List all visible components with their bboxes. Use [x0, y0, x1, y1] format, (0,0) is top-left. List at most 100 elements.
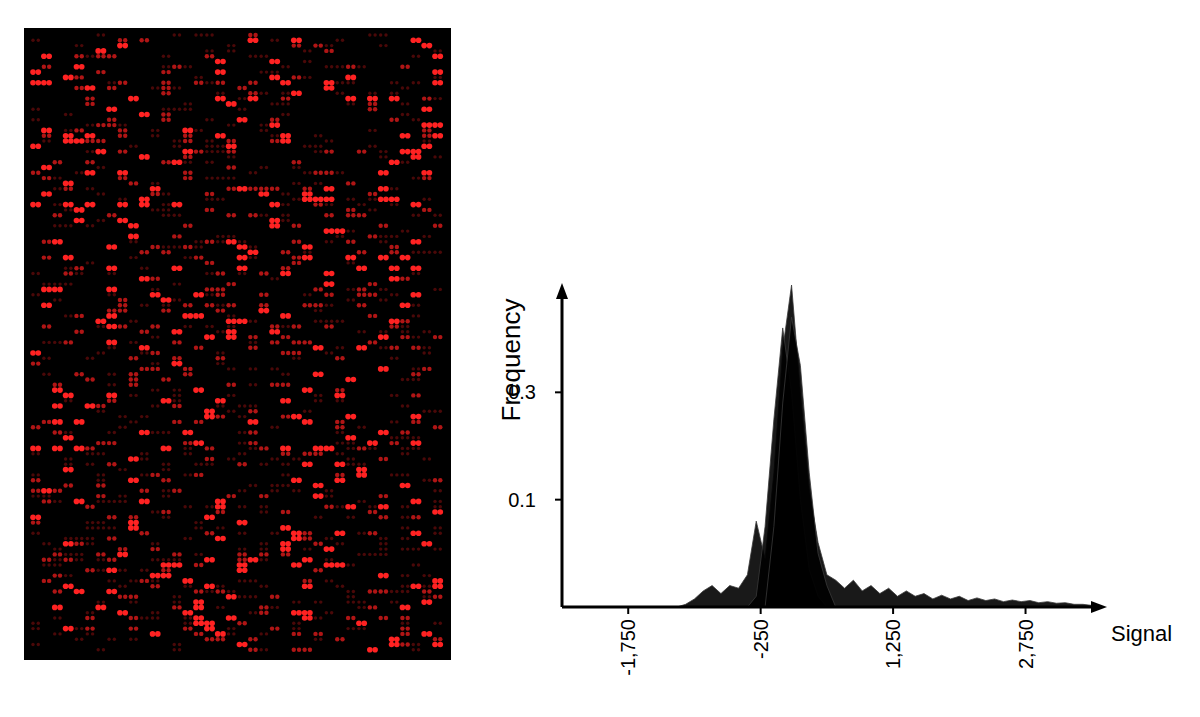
figure: -1,750-2501,2502,7500.10.3SignalFrequenc… — [0, 0, 1200, 717]
spot — [303, 49, 306, 52]
spot — [95, 149, 101, 155]
spot — [53, 282, 56, 285]
spot — [325, 203, 328, 206]
spot — [330, 537, 333, 540]
spot — [428, 330, 431, 333]
spot — [58, 176, 61, 179]
spot — [177, 265, 183, 271]
spot — [90, 202, 96, 208]
spot — [161, 91, 165, 95]
spot — [394, 318, 400, 324]
spot — [199, 563, 203, 567]
spot — [177, 234, 181, 238]
spot — [90, 102, 94, 106]
spot — [324, 186, 330, 192]
spot — [91, 463, 94, 466]
spot — [210, 192, 214, 196]
spot — [357, 213, 361, 217]
spot — [325, 44, 328, 47]
spot — [221, 176, 224, 179]
spot — [238, 272, 241, 275]
spot — [133, 525, 139, 531]
spot — [412, 563, 415, 566]
spot — [161, 118, 165, 122]
spot — [324, 228, 330, 234]
spot — [144, 345, 150, 351]
spot — [243, 272, 246, 275]
spot — [183, 473, 186, 476]
spot — [254, 341, 257, 344]
spot — [216, 287, 220, 291]
spot — [183, 256, 186, 259]
spot — [438, 133, 444, 139]
spot — [357, 303, 361, 307]
spot — [226, 318, 232, 324]
spot — [231, 329, 237, 335]
spot — [90, 568, 94, 572]
spot — [177, 552, 181, 556]
spot — [210, 446, 214, 450]
spot — [106, 244, 112, 250]
spot — [118, 569, 121, 572]
spot — [96, 123, 100, 127]
spot — [276, 532, 279, 535]
spot — [238, 505, 241, 508]
spot — [384, 494, 388, 498]
spot — [319, 568, 323, 572]
spot — [281, 65, 284, 68]
spot — [373, 314, 377, 318]
spot — [341, 452, 344, 455]
spot — [428, 351, 431, 354]
spot — [410, 149, 416, 155]
spot — [107, 558, 111, 562]
spot — [129, 256, 132, 259]
spot — [145, 452, 148, 455]
spot — [308, 60, 311, 63]
spot — [210, 261, 214, 265]
spot — [101, 139, 105, 143]
spot — [243, 108, 246, 111]
spot — [302, 244, 308, 250]
spot — [205, 505, 208, 508]
spot — [36, 478, 40, 482]
spot — [194, 463, 197, 466]
spot — [351, 504, 357, 510]
spot — [265, 214, 268, 217]
spot — [361, 345, 367, 351]
spot — [167, 463, 170, 466]
spot — [156, 388, 159, 391]
spot — [232, 176, 235, 179]
spot — [107, 500, 110, 503]
spot — [124, 123, 127, 126]
spot — [216, 235, 219, 238]
spot — [264, 271, 268, 275]
spot — [368, 145, 371, 148]
spot — [198, 440, 204, 446]
spot — [37, 118, 40, 121]
spot — [383, 366, 389, 372]
spot — [259, 494, 263, 498]
spot — [90, 160, 94, 164]
spot — [216, 150, 219, 153]
spot — [30, 446, 36, 452]
spot — [134, 579, 137, 582]
spot — [324, 213, 328, 217]
spot — [395, 203, 398, 206]
spot — [291, 38, 297, 44]
spot — [265, 510, 268, 513]
spot — [220, 398, 226, 404]
spot — [367, 440, 373, 446]
spot — [107, 81, 110, 84]
spot — [161, 81, 165, 85]
spot — [325, 558, 328, 561]
spot — [205, 49, 208, 52]
spot — [58, 552, 62, 556]
spot — [406, 447, 409, 450]
spot — [42, 139, 45, 142]
spot — [340, 393, 346, 399]
spot — [79, 207, 85, 213]
spot — [58, 298, 61, 301]
spot — [204, 515, 210, 521]
spot — [318, 446, 324, 452]
spot — [292, 324, 296, 328]
